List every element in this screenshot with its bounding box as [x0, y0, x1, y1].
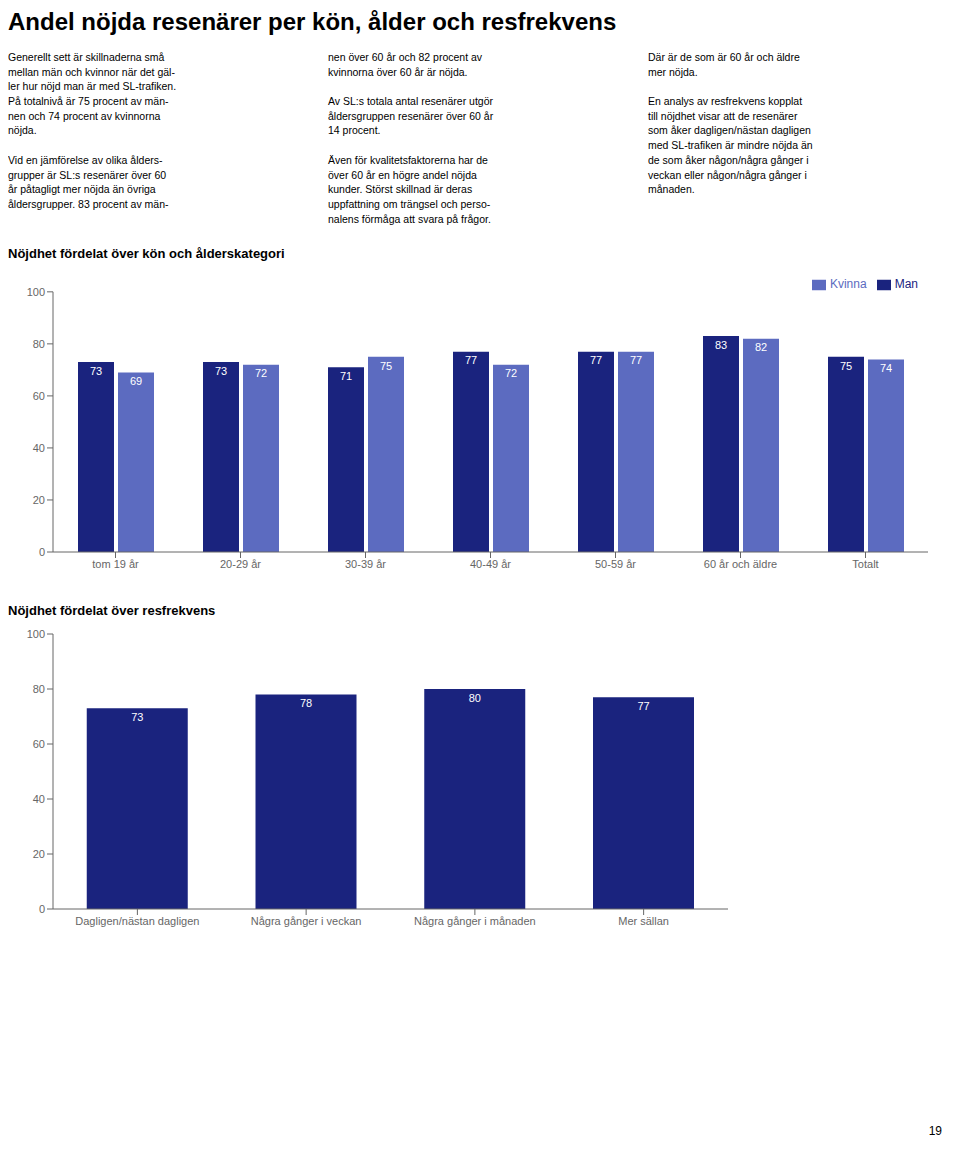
svg-text:Mer sällan: Mer sällan [618, 915, 669, 927]
svg-text:80: 80 [33, 683, 45, 695]
svg-text:69: 69 [130, 376, 142, 388]
svg-text:40: 40 [33, 442, 45, 454]
svg-text:30-39 år: 30-39 år [345, 558, 386, 570]
svg-text:0: 0 [39, 903, 45, 915]
html-text:Man: Man [894, 277, 918, 292]
svg-text:75: 75 [380, 360, 392, 372]
svg-text:Totalt: Totalt [852, 558, 878, 570]
svg-text:74: 74 [880, 363, 892, 375]
svg-text:60 år och äldre: 60 år och äldre [704, 558, 777, 570]
svg-text:20-29 år: 20-29 år [220, 558, 261, 570]
svg-text:71: 71 [340, 370, 352, 382]
html-text:Kvinna: Kvinna [830, 277, 867, 292]
svg-text:60: 60 [33, 738, 45, 750]
svg-text:20: 20 [33, 848, 45, 860]
svg-text:73: 73 [90, 365, 102, 377]
html-text:nen över 60 år och 82 procent: nen över 60 år och 82 procent av kvinnor… [328, 51, 494, 225]
svg-text:83: 83 [715, 339, 727, 351]
svg-text:75: 75 [840, 360, 852, 372]
svg-text:78: 78 [300, 698, 312, 710]
html-text:19: 19 [928, 1124, 942, 1138]
html-text:Nöjdhet fördelat över kön och: Nöjdhet fördelat över kön och ålderskate… [8, 246, 285, 262]
svg-text:80: 80 [33, 338, 45, 350]
svg-text:77: 77 [637, 700, 649, 712]
svg-text:50-59 år: 50-59 år [595, 558, 636, 570]
svg-text:Dagligen/nästan dagligen: Dagligen/nästan dagligen [75, 915, 199, 927]
svg-text:72: 72 [505, 368, 517, 380]
svg-text:77: 77 [590, 355, 602, 367]
svg-text:20: 20 [33, 494, 45, 506]
svg-text:80: 80 [469, 692, 481, 704]
html-text:Generellt sett är skillnaderna: Generellt sett är skillnaderna små mella… [8, 51, 177, 210]
html-text:Andel nöjda resenärer per kön,: Andel nöjda resenärer per kön, ålder och… [8, 8, 617, 35]
svg-text:60: 60 [33, 390, 45, 402]
svg-text:77: 77 [465, 355, 477, 367]
html-text:Där är de som är 60 år och äld: Där är de som är 60 år och äldre mer nöj… [648, 51, 813, 196]
svg-text:73: 73 [131, 711, 143, 723]
svg-text:tom 19 år: tom 19 år [92, 558, 139, 570]
html-text:Nöjdhet fördelat över resfrekv: Nöjdhet fördelat över resfrekvens [8, 603, 216, 619]
svg-text:100: 100 [27, 628, 45, 640]
svg-text:72: 72 [255, 368, 267, 380]
svg-text:40-49 år: 40-49 år [470, 558, 511, 570]
svg-text:100: 100 [27, 286, 45, 298]
svg-text:73: 73 [215, 365, 227, 377]
svg-text:Några gånger i veckan: Några gånger i veckan [251, 915, 362, 927]
svg-text:77: 77 [630, 355, 642, 367]
svg-text:40: 40 [33, 793, 45, 805]
svg-text:0: 0 [39, 546, 45, 558]
svg-text:82: 82 [755, 342, 767, 354]
svg-text:Några gånger i månaden: Några gånger i månaden [414, 915, 536, 927]
